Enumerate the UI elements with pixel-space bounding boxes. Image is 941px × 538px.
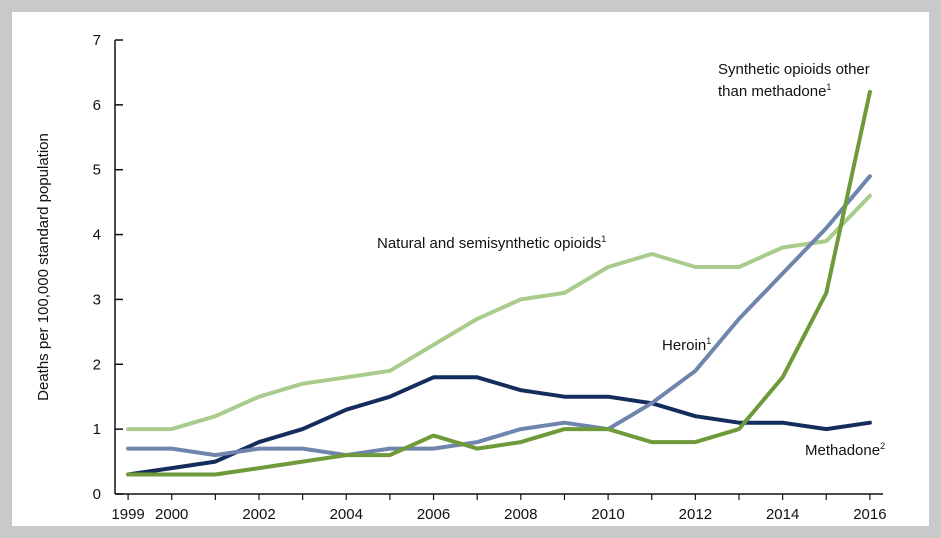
- series-line-2: [126, 174, 872, 458]
- x-tick-label: 2008: [504, 506, 537, 523]
- axes: [114, 40, 883, 495]
- annotation-natural: Natural and semisynthetic opioids1: [377, 234, 606, 252]
- series-line-3: [126, 89, 872, 477]
- y-tick-label: 0: [93, 486, 101, 503]
- annotation-methadone-sup: 2: [880, 441, 885, 451]
- series-lines: [126, 89, 872, 477]
- annotation-synthetic-sup: 1: [826, 82, 831, 92]
- series-line-0: [126, 193, 872, 432]
- y-tick-label: 7: [93, 32, 101, 49]
- chart-frame: 0 1 2 3 4 5 6 7 1999 2000 2002 2004 2006 2008 2010 201…: [12, 12, 929, 526]
- y-axis-label: Deaths per 100,000 standard population: [35, 133, 52, 401]
- y-tick-label: 4: [93, 227, 101, 244]
- annotation-natural-sup: 1: [601, 234, 606, 244]
- y-tick-label: 1: [93, 421, 101, 438]
- annotation-methadone-text: Methadone: [805, 442, 880, 459]
- line-chart: 0 1 2 3 4 5 6 7 1999 2000 2002 2004 2006 2008 2010 201…: [35, 32, 887, 523]
- annotation-heroin-sup: 1: [706, 336, 711, 346]
- x-tick-label: 2002: [242, 506, 275, 523]
- annotation-methadone: Methadone2: [805, 441, 885, 459]
- annotation-synthetic-line1: Synthetic opioids other: [718, 61, 870, 78]
- y-tick-label: 6: [93, 97, 101, 114]
- annotation-synthetic-line2: than methadone1: [718, 82, 831, 100]
- annotations: Natural and semisynthetic opioids1 Heroi…: [377, 61, 885, 459]
- annotation-natural-text: Natural and semisynthetic opioids: [377, 235, 601, 252]
- x-tick-label: 2006: [417, 506, 450, 523]
- x-tick-label: 2000: [155, 506, 188, 523]
- annotation-synthetic-text: than methadone: [718, 83, 826, 100]
- y-tick-label: 3: [93, 291, 101, 308]
- annotation-heroin-text: Heroin: [662, 337, 706, 354]
- annotation-heroin: Heroin1: [662, 336, 711, 354]
- y-ticks: 0 1 2 3 4 5 6 7: [93, 32, 123, 503]
- x-tick-label: 2016: [853, 506, 886, 523]
- y-tick-label: 2: [93, 356, 101, 373]
- x-ticks: 1999 2000 2002 2004 2006 2008 2010 2012 2014 2016: [111, 494, 887, 523]
- x-tick-label: 2004: [330, 506, 363, 523]
- series-line-1: [126, 375, 872, 477]
- x-tick-label: 2010: [591, 506, 624, 523]
- x-tick-label: 2012: [679, 506, 712, 523]
- y-tick-label: 5: [93, 162, 101, 179]
- x-tick-label: 2014: [766, 506, 799, 523]
- x-tick-label: 1999: [111, 506, 144, 523]
